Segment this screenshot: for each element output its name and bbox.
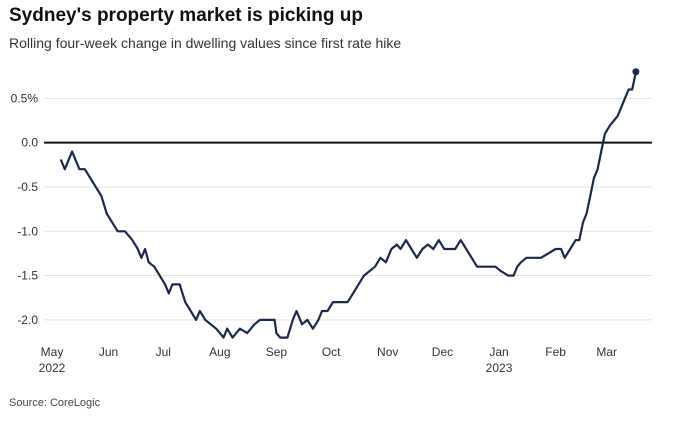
y-tick-label: 0.0 [21, 136, 38, 150]
x-tick-label: Dec [432, 345, 453, 359]
chart-source: Source: CoreLogic [9, 397, 101, 409]
chart-title: Sydney's property market is picking up [9, 5, 364, 26]
y-tick-label: 0.5% [11, 91, 39, 105]
x-tick-label: Aug [209, 345, 230, 359]
series-group [60, 68, 640, 339]
y-axis-tick-labels: 0.5% 0.0 -0.5 -1.0 -1.5 -2.0 [11, 91, 39, 326]
y-tick-label: -2.0 [17, 313, 38, 327]
x-tick-label: Jul [156, 345, 171, 359]
series-line [60, 70, 637, 339]
grid-lines [44, 97, 652, 321]
y-tick-label: -1.0 [17, 224, 38, 238]
x-tick-label: Jun [99, 345, 118, 359]
series-end-point [632, 68, 640, 76]
x-tick-label: Jan [489, 345, 508, 359]
y-tick-label: -0.5 [17, 180, 38, 194]
x-tick-year-label: 2022 [39, 361, 66, 375]
y-tick-label: -1.5 [17, 269, 38, 283]
x-tick-label: Mar [596, 345, 617, 359]
x-axis-tick-labels: May 2022 Jun Jul Aug Sep Oct Nov Dec Jan 2023 Feb Ma… [39, 345, 617, 375]
x-tick-label: Feb [545, 345, 566, 359]
x-tick-label: May [41, 345, 64, 359]
x-tick-label: Oct [322, 345, 341, 359]
x-tick-label: Sep [266, 345, 288, 359]
x-tick-label: Nov [377, 345, 398, 359]
x-tick-year-label: 2023 [486, 361, 513, 375]
chart-subtitle: Rolling four-week change in dwelling val… [9, 35, 402, 51]
